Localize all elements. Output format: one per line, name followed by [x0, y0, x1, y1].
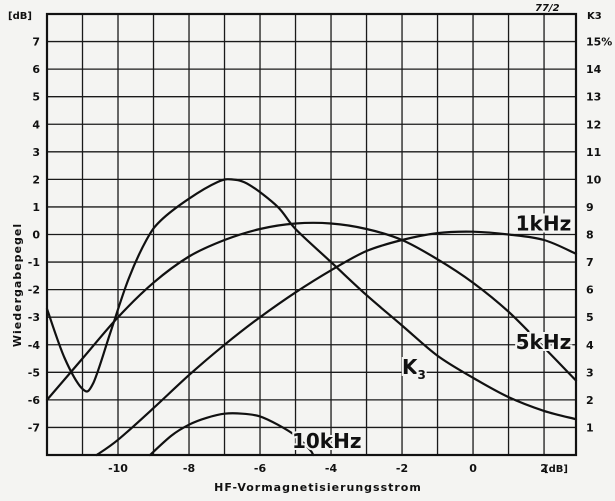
y-tick-labels: 7 6 5 4 3 2 1 0 -1 -2 -3 -4 -5 -6 -7: [28, 36, 41, 435]
series-labels: 1kHz 5kHz 10kHz K3: [290, 209, 573, 455]
y2-tick-label: 11: [586, 146, 601, 159]
y-tick-label: -1: [28, 256, 40, 269]
x-tick-label: -10: [108, 462, 128, 475]
series-label-10khz: 10kHz: [292, 429, 362, 453]
y-tick-label: -7: [28, 421, 40, 434]
y2-tick-label: 9: [586, 201, 594, 214]
y-tick-label: -2: [28, 284, 40, 297]
y-tick-label: 0: [32, 229, 40, 242]
y-tick-label: -6: [28, 394, 41, 407]
x-tick-label: -4: [325, 462, 338, 475]
y-tick-label: 7: [32, 36, 40, 49]
y-tick-label: 1: [32, 201, 40, 214]
x-tick-label: -8: [183, 462, 195, 475]
corner-note: 77/2: [535, 3, 560, 14]
series-line-1khz: [45, 221, 578, 401]
x-tick-label: 0: [469, 462, 477, 475]
series-label-5khz: 5kHz: [516, 330, 572, 354]
x-axis-unit: [dB]: [544, 464, 568, 475]
y-tick-label: 3: [32, 146, 40, 159]
y2-tick-label: 3: [586, 366, 594, 379]
y2-tick-label: 14: [586, 63, 602, 76]
y2-tick-label: 7: [586, 256, 594, 269]
y-tick-label: 2: [32, 173, 40, 186]
grid: [46, 14, 576, 455]
y2-tick-label: 6: [586, 284, 594, 297]
x-axis-title: HF-Vormagnetisierungsstrom: [214, 481, 422, 494]
y2-tick-label: 13: [586, 91, 601, 104]
y-tick-label: 4: [32, 118, 40, 131]
x-tick-labels: -10 -8 -6 -4 -2 0 2: [108, 462, 548, 475]
series-line-10khz: [148, 412, 315, 457]
x-tick-label: -6: [254, 462, 267, 475]
y-tick-label: 5: [32, 91, 40, 104]
y2-axis-unit: K3: [587, 11, 602, 22]
y2-tick-label: 10: [586, 173, 602, 186]
y2-tick-label: 4: [586, 339, 594, 352]
y2-tick-label: 1: [586, 421, 594, 434]
y-tick-label: -3: [28, 311, 40, 324]
y2-tick-label: 15%: [586, 36, 612, 49]
plot-border: [45, 12, 578, 457]
y-tick-label: 6: [32, 63, 40, 76]
y2-tick-label: 5: [586, 311, 594, 324]
series-line-k3: [45, 178, 578, 421]
y2-tick-label: 12: [586, 118, 601, 131]
x-tick-label: 2: [540, 462, 548, 475]
y-axis-title: Wiedergabepegel: [11, 223, 24, 347]
series-label-1khz: 1kHz: [516, 211, 572, 235]
y-tick-label: -4: [28, 339, 41, 352]
series-lines: [45, 178, 578, 457]
y2-tick-label: 2: [586, 394, 594, 407]
x-tick-label: -2: [396, 462, 408, 475]
plot-frame: [45, 12, 578, 457]
y-tick-label: -5: [28, 366, 40, 379]
y2-tick-label: 8: [586, 229, 594, 242]
series-label-k3: K3: [402, 355, 426, 382]
series-line-5khz: [95, 230, 578, 457]
y-axis-unit: [dB]: [8, 11, 32, 22]
y2-tick-labels: 15% 14 13 12 11 10 9 8 7 6 5 4 3 2 1: [586, 36, 612, 435]
